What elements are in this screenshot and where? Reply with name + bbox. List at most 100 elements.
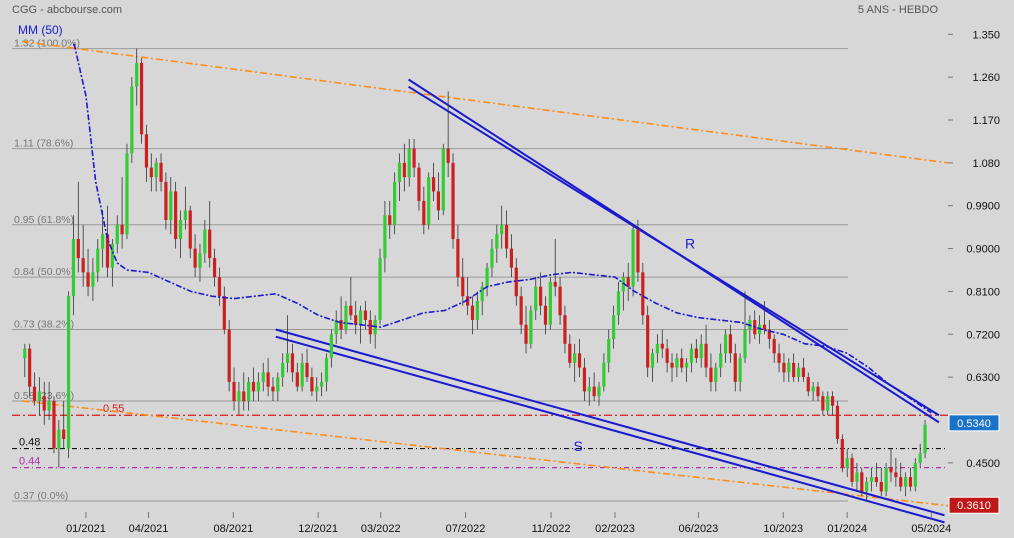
candle-body [762, 324, 767, 330]
candle-body [612, 315, 616, 340]
candle-body [918, 453, 922, 463]
candle-body [894, 472, 898, 478]
candle-body [685, 362, 689, 368]
candle-body [188, 210, 192, 249]
candle-body [607, 339, 611, 363]
candle [242, 372, 246, 411]
candle [908, 467, 913, 492]
candle-body [344, 305, 348, 330]
candle [217, 267, 222, 306]
candle [607, 329, 611, 373]
candle [665, 339, 669, 373]
candle-body [125, 153, 129, 235]
candle [733, 343, 737, 392]
candle-body [650, 353, 655, 368]
candle-body [247, 381, 251, 401]
x-tick-label: 05/2024 [911, 523, 951, 535]
candle-body [237, 391, 241, 401]
candle-body [402, 162, 406, 178]
candle-body [772, 339, 776, 354]
candle-body [811, 386, 815, 392]
candle-body [407, 148, 411, 178]
candle-body [714, 367, 718, 382]
y-tick-label: 1.350 [972, 29, 1000, 41]
candle-body [368, 320, 372, 335]
candle [694, 339, 698, 363]
candle-body [266, 372, 270, 387]
candle [237, 381, 241, 416]
candle-body [42, 396, 46, 411]
candle-body [358, 310, 363, 325]
candle [821, 391, 825, 416]
candle-body [529, 310, 533, 344]
candle-body [115, 224, 119, 244]
candle [393, 172, 397, 235]
candle-body [884, 467, 888, 492]
candle-body [874, 477, 878, 482]
candle [899, 462, 903, 492]
y-tick-label: 1.260 [972, 72, 1000, 84]
candle [23, 343, 27, 378]
candle-body [76, 239, 80, 259]
candle [378, 248, 382, 325]
candle [212, 248, 217, 287]
candle-body [534, 286, 538, 311]
candle [149, 153, 153, 192]
candle-body [232, 381, 236, 401]
candle-body [222, 296, 226, 330]
candle [801, 358, 805, 382]
candle-body [621, 277, 625, 292]
candle-body [208, 229, 212, 259]
candle-body [378, 258, 382, 320]
candle-body [446, 148, 450, 163]
candle-body [480, 286, 484, 301]
candle [86, 248, 90, 297]
candle-body [504, 224, 509, 249]
candle [548, 277, 552, 330]
candle [76, 181, 80, 273]
candle-body [689, 348, 694, 363]
candle-body [66, 296, 71, 449]
candle-body [704, 343, 708, 368]
candle-body [71, 239, 76, 297]
candle-body [388, 215, 392, 225]
candle-body [183, 210, 187, 220]
header-right: 5 ANS - HEBDO [858, 4, 939, 16]
candle-body [62, 429, 66, 440]
trend-line-support-2 [275, 335, 945, 524]
candle [699, 334, 703, 368]
candle-body [57, 429, 61, 449]
candle [334, 310, 338, 344]
candle [743, 291, 747, 363]
candle [256, 372, 260, 401]
candle-body [300, 362, 304, 387]
candle-body [816, 386, 820, 397]
candle-body [159, 162, 163, 182]
candle [451, 153, 455, 249]
candle [811, 381, 815, 401]
candle-body [227, 329, 231, 382]
candle [709, 353, 713, 392]
candle [198, 243, 202, 282]
candle [266, 358, 270, 397]
candle-body [602, 362, 606, 387]
candle-body [271, 386, 275, 392]
candle [315, 377, 319, 401]
candle-body [393, 181, 397, 225]
candle-body [290, 353, 295, 373]
candle [81, 224, 85, 287]
candle-body [558, 286, 562, 316]
candle-body [295, 372, 299, 387]
candle [874, 462, 878, 487]
candle-body [436, 191, 441, 211]
price-badge: 0.3610 [948, 496, 1000, 514]
candle-body [826, 396, 830, 411]
candle [782, 353, 786, 382]
candle [96, 239, 100, 282]
candle [680, 348, 684, 373]
fib-labels: 1.32 (100.0%)1.11 (78.6%)0.95 (61.8%)0.8… [14, 38, 80, 502]
y-tick-label: 0.9900 [966, 201, 1000, 213]
y-tick-label: 0.9000 [966, 244, 1000, 256]
candle-body [329, 334, 333, 359]
candle [300, 353, 304, 392]
